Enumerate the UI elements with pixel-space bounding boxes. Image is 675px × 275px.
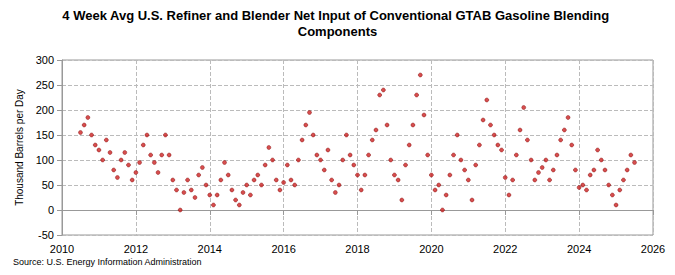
svg-text:2026: 2026 xyxy=(641,243,665,255)
svg-text:4 Week Avg U.S. Refiner and Bl: 4 Week Avg U.S. Refiner and Blender Net … xyxy=(62,8,612,23)
svg-text:2016: 2016 xyxy=(271,243,295,255)
svg-text:2012: 2012 xyxy=(124,243,148,255)
svg-text:2018: 2018 xyxy=(345,243,369,255)
svg-text:100: 100 xyxy=(36,154,54,166)
svg-text:300: 300 xyxy=(36,54,54,66)
svg-text:50: 50 xyxy=(42,179,54,191)
svg-text:2014: 2014 xyxy=(198,243,222,255)
svg-text:2022: 2022 xyxy=(493,243,517,255)
svg-text:2020: 2020 xyxy=(419,243,443,255)
svg-text:200: 200 xyxy=(36,104,54,116)
svg-text:Thousand Barrels per Day: Thousand Barrels per Day xyxy=(14,89,25,206)
svg-text:Components: Components xyxy=(298,24,377,39)
svg-text:0: 0 xyxy=(48,204,54,216)
svg-text:-50: -50 xyxy=(38,229,54,241)
svg-text:150: 150 xyxy=(36,129,54,141)
svg-text:2010: 2010 xyxy=(50,243,74,255)
svg-text:2024: 2024 xyxy=(567,243,591,255)
svg-text:250: 250 xyxy=(36,79,54,91)
svg-text:Source: U.S. Energy Informatio: Source: U.S. Energy Information Administ… xyxy=(13,257,202,267)
